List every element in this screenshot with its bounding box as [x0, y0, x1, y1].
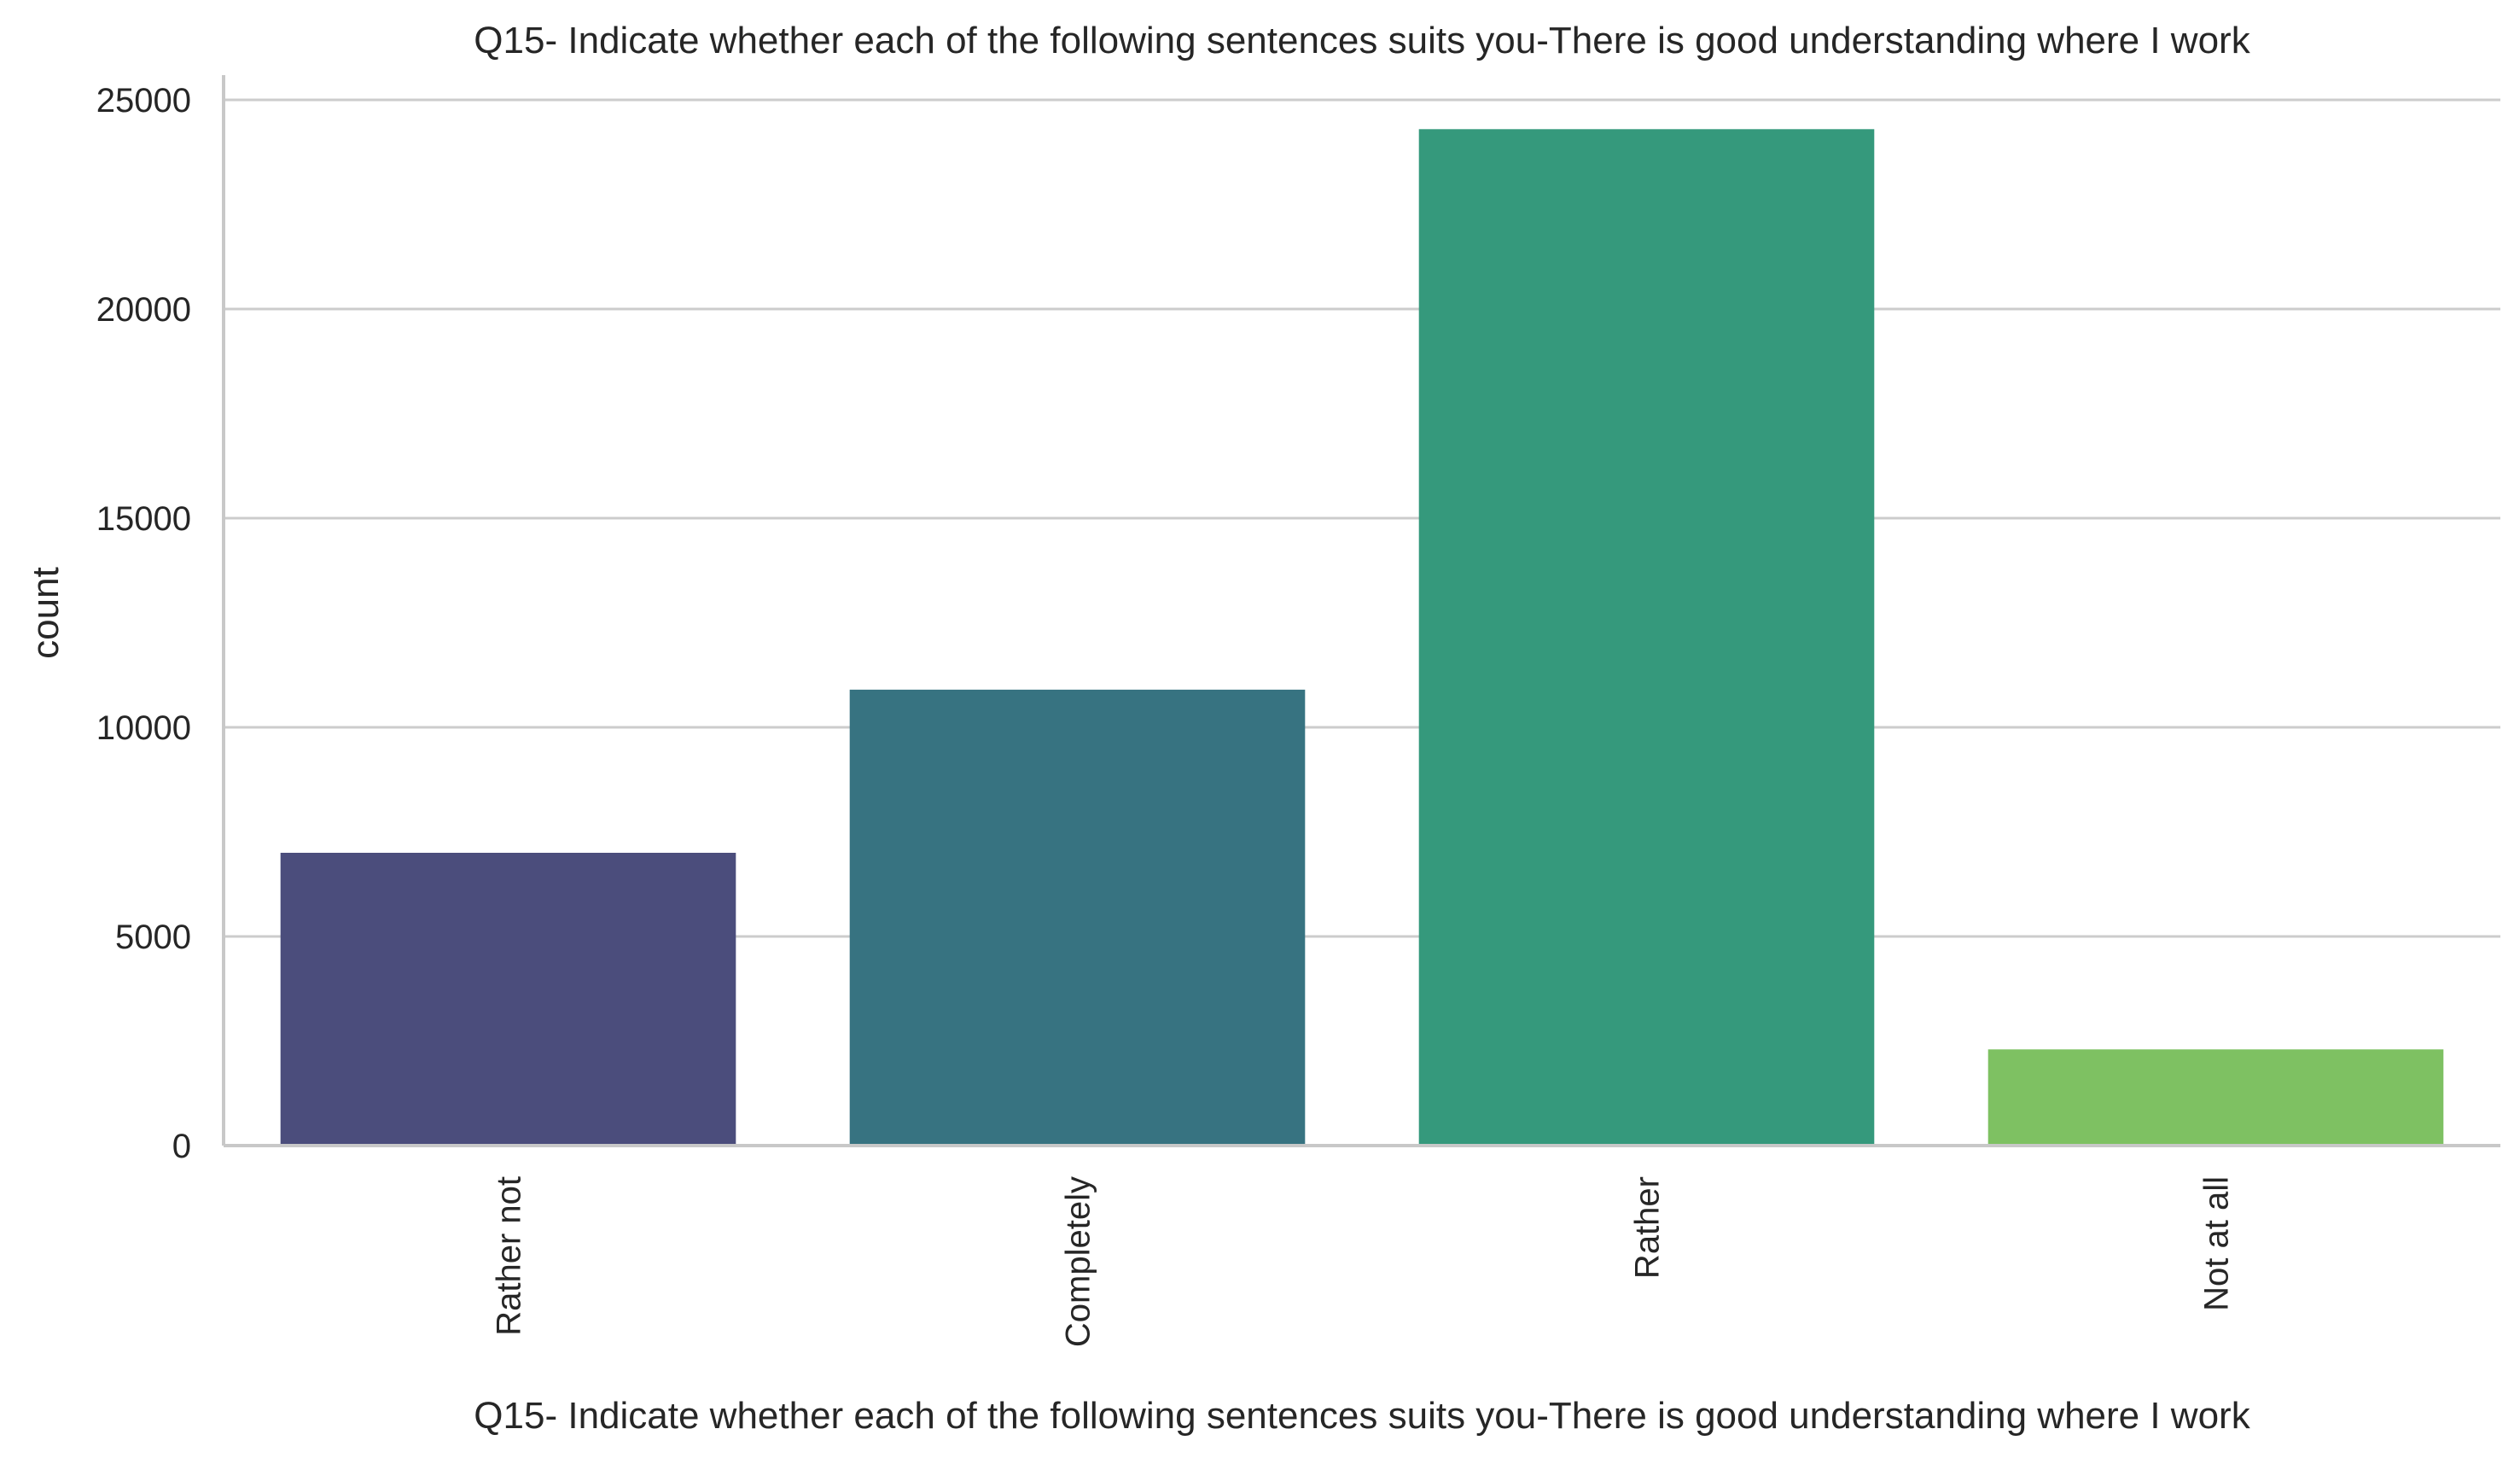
y-tick-label: 10000	[96, 709, 191, 747]
x-tick-label: Not at all	[2198, 1176, 2236, 1311]
y-tick-label: 25000	[96, 82, 191, 120]
y-tick-label: 5000	[115, 919, 191, 956]
bar	[849, 689, 1306, 1146]
bar	[280, 853, 736, 1146]
x-tick-label: Rather not	[491, 1176, 528, 1336]
y-axis-title: count	[25, 567, 67, 659]
bar	[1418, 129, 1875, 1146]
y-tick-label: 15000	[96, 500, 191, 538]
x-axis-title: Q15- Indicate whether each of the follow…	[474, 1395, 2250, 1437]
y-tick-label: 20000	[96, 291, 191, 329]
x-tick-label: Completely	[1060, 1176, 1097, 1347]
chart-title: Q15- Indicate whether each of the follow…	[474, 20, 2250, 61]
y-tick-labels: 0 5000 10000 15000 20000 25000	[96, 82, 191, 1165]
x-tick-label: Rather	[1629, 1176, 1667, 1279]
y-tick-label: 0	[172, 1128, 191, 1165]
x-tick-labels: Rather not Completely Rather Not at all	[491, 1176, 2236, 1347]
bars	[280, 129, 2444, 1146]
bar	[1987, 1049, 2444, 1146]
gridlines	[224, 98, 2500, 938]
